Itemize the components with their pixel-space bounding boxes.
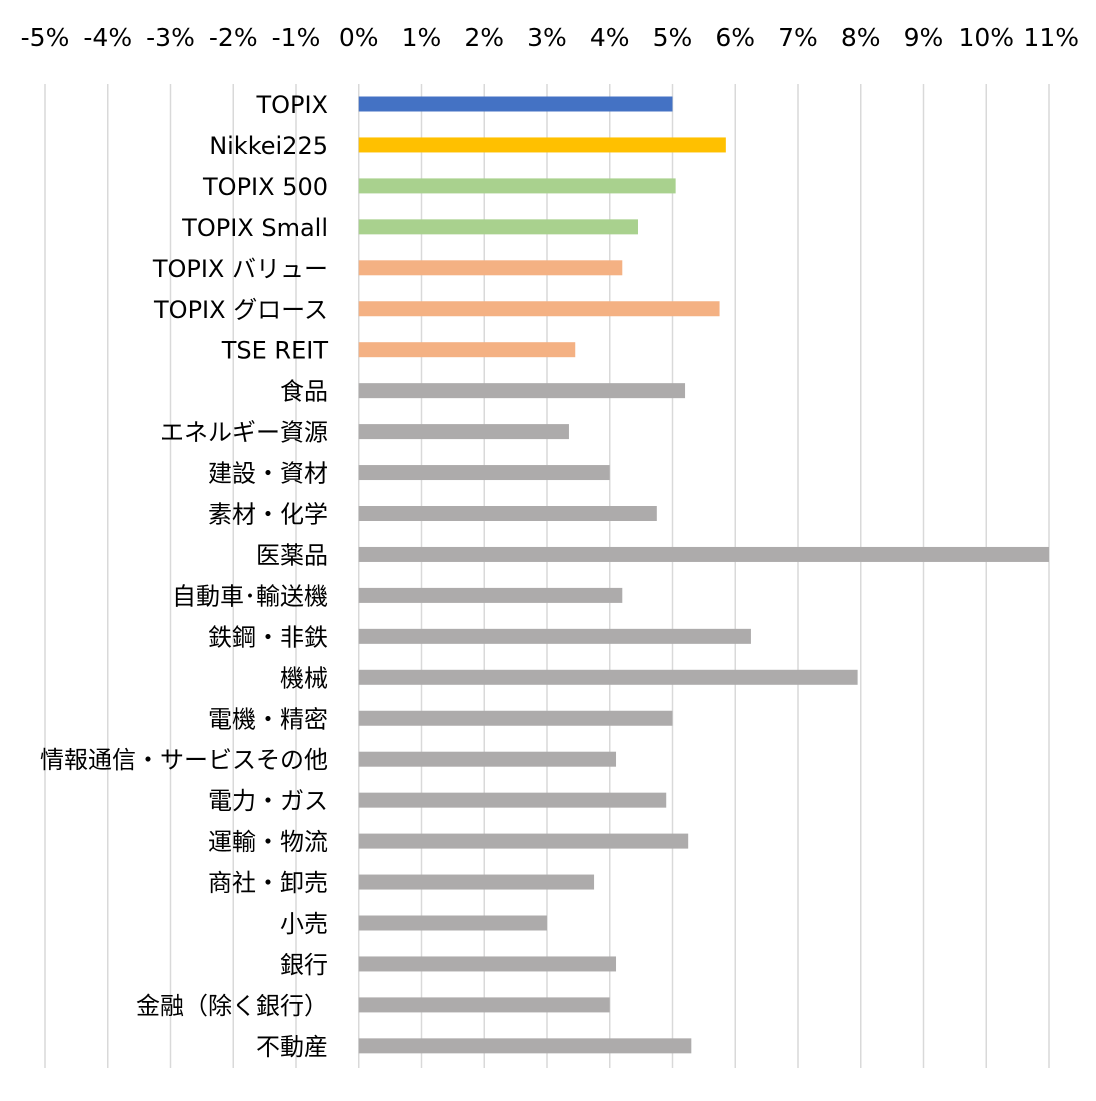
bar: [358, 424, 569, 440]
category-label: 運輸・物流: [208, 828, 328, 856]
x-tick-label: 8%: [841, 23, 881, 52]
category-label: TOPIX 500: [202, 173, 328, 201]
category-label: 鉄鋼・非鉄: [208, 623, 328, 651]
category-label: TOPIX: [255, 91, 328, 119]
category-label: エネルギー資源: [160, 419, 328, 447]
bar: [358, 137, 726, 153]
bar: [358, 260, 623, 276]
category-label: 銀行: [280, 951, 328, 979]
category-label: 食品: [280, 378, 328, 406]
x-tick-label: 3%: [527, 23, 567, 52]
category-label: 機械: [280, 664, 328, 692]
bar: [358, 96, 673, 112]
category-label: TOPIX バリュー: [152, 255, 328, 283]
gridlines: [44, 84, 1050, 1068]
x-tick-label: 6%: [715, 23, 755, 52]
bar: [358, 710, 673, 726]
bar: [358, 178, 676, 194]
bar: [358, 669, 858, 685]
bar: [358, 587, 623, 603]
x-tick-label: 1%: [402, 23, 442, 52]
bar: [358, 546, 1049, 562]
category-label: 商社・卸売: [208, 869, 328, 897]
bar: [358, 833, 689, 849]
category-label: 医薬品: [256, 541, 328, 569]
category-label: 建設・資材: [208, 460, 328, 488]
x-tick-label: -4%: [83, 23, 132, 52]
x-tick-label: -5%: [21, 23, 70, 52]
bar: [358, 956, 617, 972]
bar: [358, 465, 610, 481]
category-label: 不動産: [256, 1033, 328, 1061]
category-label: 電機・精密: [208, 705, 328, 733]
x-axis-tick-labels: -5% -4% -3% -2% -1% 0% 1% 2% 3% 4% 5% 6% 7% 8% 9% 10% 11…: [21, 23, 1079, 52]
x-tick-label: 5%: [653, 23, 693, 52]
x-tick-label: 7%: [778, 23, 818, 52]
category-label: TOPIX グロース: [153, 296, 328, 324]
bar: [358, 997, 610, 1013]
bar: [358, 1038, 692, 1054]
bars: [358, 96, 1049, 1054]
category-label: 素材・化学: [208, 501, 328, 529]
bar: [358, 506, 657, 521]
category-label: 金融（除く銀行）: [136, 992, 328, 1020]
category-label: 電力・ガス: [208, 787, 328, 815]
bar: [358, 915, 547, 931]
x-tick-label: -2%: [209, 23, 258, 52]
bar: [358, 219, 638, 235]
x-tick-label: -1%: [272, 23, 321, 52]
bar: [358, 751, 617, 767]
x-tick-label: 4%: [590, 23, 630, 52]
category-label: TSE REIT: [221, 337, 329, 365]
x-tick-label: -3%: [146, 23, 195, 52]
x-tick-label: 2%: [464, 23, 504, 52]
bar: [358, 383, 686, 399]
x-tick-label: 9%: [904, 23, 944, 52]
category-label: 小売: [280, 910, 328, 938]
bar: [358, 342, 576, 358]
category-label: 自動車･輸送機: [172, 582, 328, 610]
x-tick-label: 11%: [1023, 23, 1079, 52]
category-labels: TOPIX Nikkei225 TOPIX 500 TOPIX Small TOPIX …: [40, 91, 328, 1061]
x-tick-label: 0%: [339, 23, 379, 52]
x-tick-label: 10%: [958, 23, 1014, 52]
category-label: TOPIX Small: [181, 214, 328, 242]
category-label: Nikkei225: [209, 132, 328, 160]
category-label: 情報通信・サービスその他: [40, 746, 328, 774]
bar: [358, 301, 720, 317]
bar: [358, 792, 667, 808]
bar: [358, 874, 595, 890]
bar: [358, 628, 751, 644]
